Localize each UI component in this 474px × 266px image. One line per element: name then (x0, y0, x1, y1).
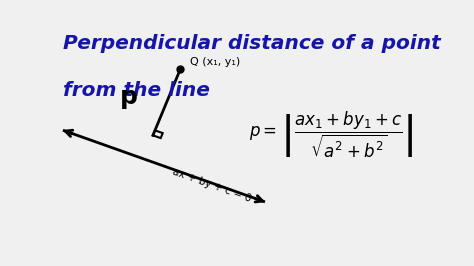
Text: Q (x₁, y₁): Q (x₁, y₁) (190, 57, 240, 67)
Text: $\mathit{p} = \left|\dfrac{ax_1 + by_1 + c}{\sqrt{a^2+b^2}}\right|$: $\mathit{p} = \left|\dfrac{ax_1 + by_1 +… (249, 109, 413, 160)
Text: from the line: from the line (63, 81, 210, 100)
Text: ax + by + c = 0: ax + by + c = 0 (171, 167, 253, 204)
Text: p: p (120, 85, 138, 110)
Text: Perpendicular distance of a point: Perpendicular distance of a point (63, 34, 441, 53)
